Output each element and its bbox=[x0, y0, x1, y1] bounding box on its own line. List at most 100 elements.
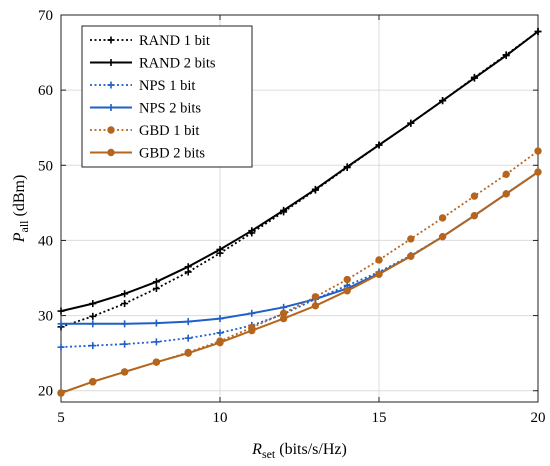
legend-label: GBD 2 bits bbox=[139, 146, 205, 162]
series-5 bbox=[57, 147, 542, 397]
x-tick-label: 15 bbox=[372, 410, 387, 426]
x-tick-label: 20 bbox=[531, 410, 546, 426]
x-axis-label-subscript: set bbox=[262, 447, 276, 461]
data-point bbox=[89, 378, 97, 386]
legend: RAND 1 bit RAND 2 bits NPS 1 bit NPS 2 bits… bbox=[81, 25, 253, 168]
legend-item: NPS 1 bit bbox=[90, 78, 195, 94]
y-axis-label-subscript: all bbox=[17, 220, 31, 233]
legend-item: RAND 2 bits bbox=[90, 56, 216, 72]
y-tick-label: 60 bbox=[38, 83, 53, 99]
data-point bbox=[121, 300, 129, 308]
legend-item: GBD 1 bit bbox=[90, 123, 199, 139]
data-point bbox=[57, 343, 65, 351]
y-axis-label-unit: (dBm) bbox=[11, 175, 28, 221]
x-axis-label-unit: (bits/s/Hz) bbox=[275, 441, 347, 458]
series-line bbox=[60, 171, 539, 394]
data-point bbox=[534, 147, 542, 155]
data-point bbox=[343, 275, 351, 284]
data-point bbox=[121, 290, 129, 298]
legend-label: NPS 1 bit bbox=[139, 78, 195, 94]
data-point bbox=[279, 314, 288, 323]
data-point bbox=[407, 235, 415, 243]
y-tick-label: 30 bbox=[38, 309, 53, 325]
series-layer bbox=[57, 28, 542, 397]
y-axis-label: Pall (dBm) bbox=[11, 175, 31, 244]
legend-swatch-marker bbox=[107, 59, 115, 66]
x-tick-label: 5 bbox=[57, 410, 65, 426]
data-point bbox=[534, 28, 542, 36]
data-point bbox=[438, 232, 447, 241]
data-point bbox=[121, 320, 129, 328]
series-line bbox=[60, 150, 539, 394]
legend-label: NPS 2 bits bbox=[139, 101, 201, 117]
data-point bbox=[184, 318, 192, 326]
legend-swatch-marker bbox=[107, 148, 115, 157]
series-line bbox=[61, 171, 539, 325]
data-point bbox=[89, 342, 97, 350]
series-2 bbox=[57, 28, 542, 315]
legend-swatch-marker bbox=[107, 36, 115, 44]
series-line bbox=[60, 171, 539, 348]
data-point bbox=[311, 293, 320, 301]
y-tick-label: 40 bbox=[38, 233, 53, 249]
data-point bbox=[152, 285, 160, 293]
data-point bbox=[216, 315, 224, 323]
data-point bbox=[184, 263, 192, 271]
data-point bbox=[438, 214, 447, 222]
data-point bbox=[470, 74, 478, 82]
legend-box bbox=[81, 25, 253, 168]
data-point bbox=[439, 97, 447, 105]
data-point bbox=[57, 307, 65, 315]
data-point bbox=[502, 190, 510, 198]
legend-swatch-marker bbox=[107, 104, 115, 111]
data-point bbox=[184, 334, 192, 342]
data-point bbox=[343, 163, 351, 171]
data-point bbox=[534, 168, 542, 176]
legend-item: RAND 1 bit bbox=[90, 33, 210, 49]
data-point bbox=[502, 52, 510, 60]
data-point bbox=[375, 141, 383, 149]
y-tick-label: 70 bbox=[38, 8, 53, 24]
data-point bbox=[343, 287, 351, 295]
data-point bbox=[120, 368, 129, 376]
data-point bbox=[152, 319, 160, 327]
data-point bbox=[152, 358, 161, 366]
plot-area-frame bbox=[60, 14, 539, 403]
data-point bbox=[470, 211, 479, 220]
y-axis-label-main: P bbox=[11, 232, 28, 243]
data-point bbox=[280, 206, 288, 214]
y-tick-label: 20 bbox=[38, 384, 53, 400]
series-6 bbox=[57, 168, 542, 397]
data-point bbox=[248, 326, 256, 335]
data-point bbox=[248, 309, 256, 317]
legend-swatch-marker bbox=[107, 126, 115, 134]
data-point bbox=[152, 338, 160, 346]
legend-label: RAND 1 bit bbox=[139, 33, 210, 49]
series-line bbox=[60, 30, 539, 313]
data-point bbox=[311, 185, 319, 193]
data-point bbox=[248, 227, 256, 235]
data-point bbox=[57, 389, 65, 397]
series-4 bbox=[57, 168, 542, 328]
data-point bbox=[375, 256, 383, 264]
data-point bbox=[216, 329, 224, 337]
x-axis-label: Rset (bits/s/Hz) bbox=[251, 441, 347, 461]
x-axis-label-main: R bbox=[251, 441, 262, 458]
y-tick-label: 50 bbox=[38, 158, 53, 174]
legend-label: GBD 1 bit bbox=[139, 123, 199, 139]
data-point bbox=[407, 119, 415, 127]
data-point bbox=[89, 312, 97, 320]
data-point bbox=[89, 320, 97, 328]
legend-item: GBD 2 bits bbox=[90, 146, 205, 162]
data-point bbox=[57, 320, 65, 328]
data-point bbox=[89, 300, 97, 308]
x-tick-label: 10 bbox=[213, 410, 228, 426]
legend-label: RAND 2 bits bbox=[139, 56, 216, 72]
axis-ticks: 5 10 15 20 20 30 40 50 60 70 bbox=[38, 8, 546, 426]
legend-item: NPS 2 bits bbox=[90, 101, 201, 117]
data-point bbox=[470, 192, 479, 200]
data-point bbox=[216, 338, 224, 347]
legend-swatch-marker bbox=[107, 81, 115, 89]
